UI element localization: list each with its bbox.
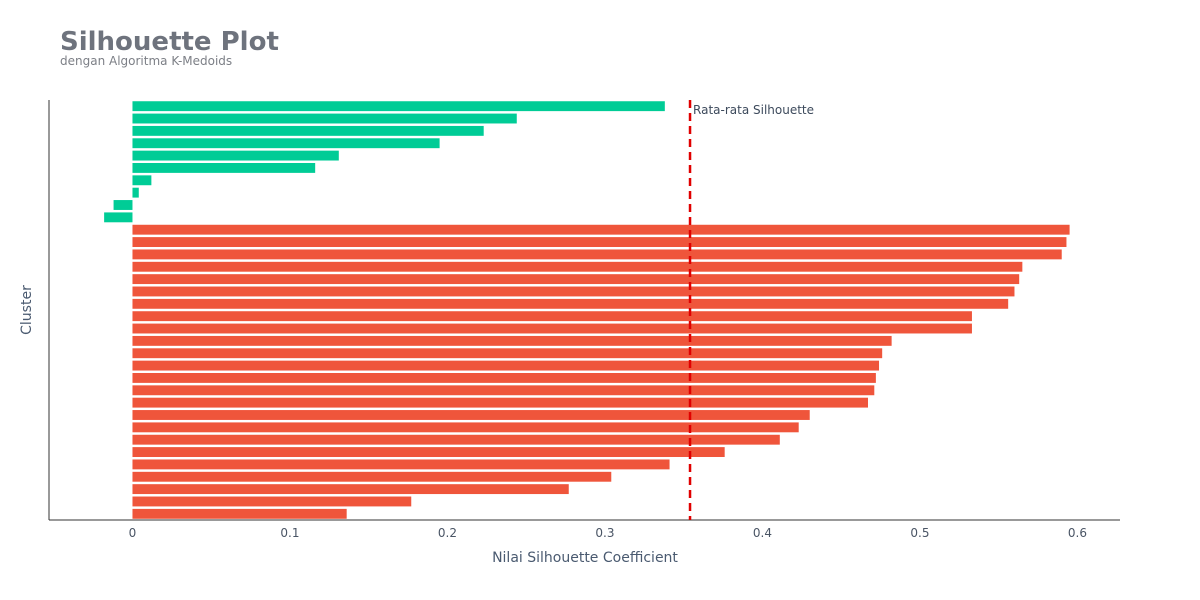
bar-series-2-20 bbox=[132, 459, 670, 470]
bar-series-1-4 bbox=[132, 138, 440, 149]
bar-series-2-11 bbox=[132, 348, 883, 359]
bar-series-2-13 bbox=[132, 373, 876, 383]
bar-series-2-1 bbox=[132, 224, 1070, 235]
bar-series-2-6 bbox=[132, 286, 1015, 297]
bar-series-2-2 bbox=[132, 237, 1067, 247]
x-tick-label: 0.1 bbox=[280, 526, 299, 540]
bar-series-2-7 bbox=[132, 298, 1009, 309]
bar-series-2-23 bbox=[132, 496, 412, 507]
bar-series-2-22 bbox=[132, 484, 569, 495]
bar-series-1-1 bbox=[132, 101, 665, 112]
bar-series-1-6 bbox=[132, 163, 316, 173]
bar-series-1-5 bbox=[132, 150, 339, 161]
bar-series-2-14 bbox=[132, 385, 875, 396]
bar-series-1-8 bbox=[132, 187, 139, 198]
bar-series-2-8 bbox=[132, 311, 972, 322]
chart-subtitle: dengan Algoritma K-Medoids bbox=[60, 54, 232, 68]
y-axis-title: Cluster bbox=[19, 285, 35, 335]
bar-series-2-17 bbox=[132, 422, 799, 433]
bar-series-2-21 bbox=[132, 471, 612, 482]
bars-group bbox=[104, 101, 1070, 519]
bar-series-2-4 bbox=[132, 261, 1023, 272]
bar-series-2-5 bbox=[132, 274, 1020, 285]
x-ticks-group: 0 0.1 0.2 0.3 0.4 0.5 0.6 bbox=[129, 526, 1087, 540]
x-tick-label: 0.4 bbox=[753, 526, 772, 540]
bar-series-1-2 bbox=[132, 113, 517, 124]
bar-series-2-12 bbox=[132, 360, 880, 371]
bar-series-2-9 bbox=[132, 323, 972, 334]
bar-series-2-10 bbox=[132, 335, 892, 346]
bar-series-1-7 bbox=[132, 175, 152, 186]
x-tick-label: 0 bbox=[129, 526, 137, 540]
bar-series-1-9 bbox=[113, 200, 133, 210]
chart-title: Silhouette Plot bbox=[60, 27, 279, 57]
bar-series-2-3 bbox=[132, 249, 1062, 260]
bar-series-1-10 bbox=[104, 212, 133, 223]
bar-series-2-15 bbox=[132, 397, 869, 408]
x-tick-label: 0.6 bbox=[1068, 526, 1087, 540]
x-tick-label: 0.5 bbox=[910, 526, 929, 540]
x-axis-title: Nilai Silhouette Coefficient bbox=[492, 550, 678, 566]
bar-series-1-3 bbox=[132, 125, 484, 136]
bar-series-2-24 bbox=[132, 508, 347, 519]
bar-series-2-18 bbox=[132, 434, 780, 445]
x-tick-label: 0.3 bbox=[595, 526, 614, 540]
average-silhouette-label: Rata-rata Silhouette bbox=[693, 103, 814, 117]
bar-series-2-19 bbox=[132, 447, 725, 457]
bar-series-2-16 bbox=[132, 410, 810, 420]
x-tick-label: 0.2 bbox=[438, 526, 457, 540]
